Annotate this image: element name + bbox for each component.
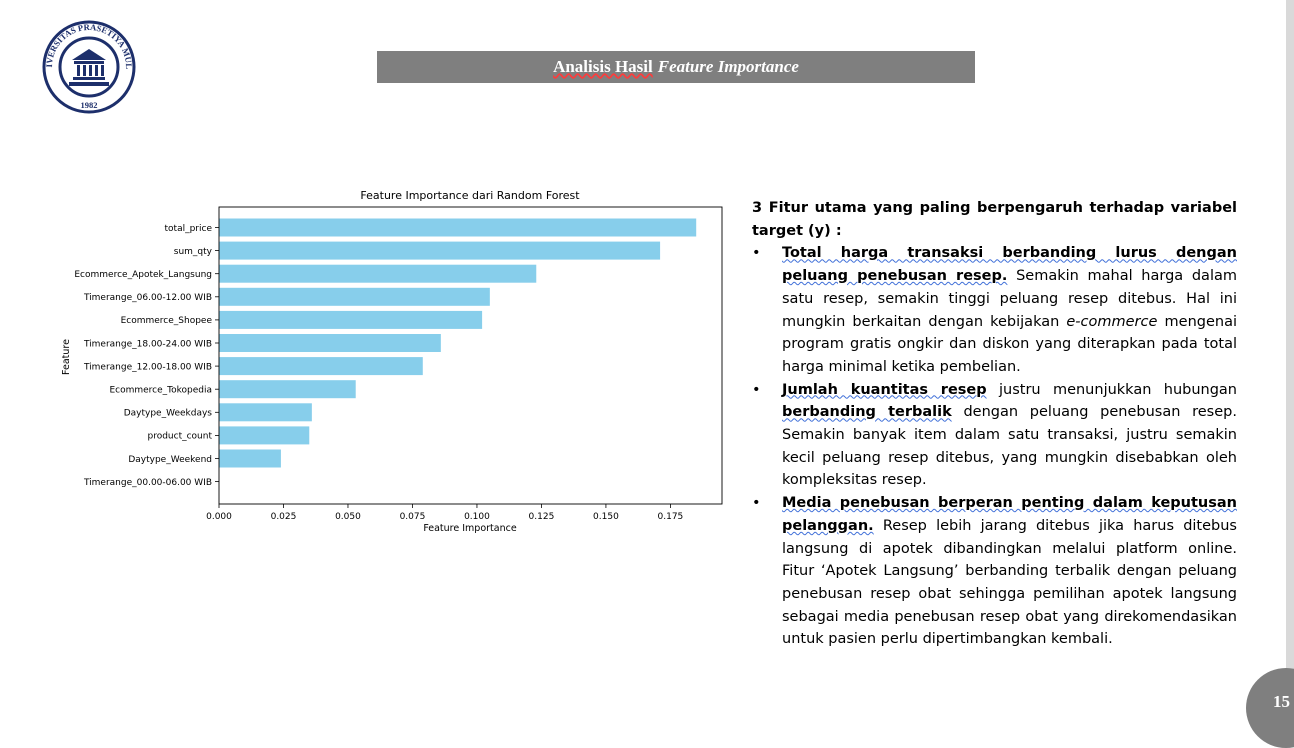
explanation-panel: 3 Fitur utama yang paling berpengaruh te…: [752, 197, 1237, 651]
finding-2-text-end: dengan peluang penebusan resep. Semakin …: [782, 404, 1237, 489]
finding-item-media: Media penebusan berperan penting dalam k…: [752, 492, 1237, 651]
slide-title: Analisis Hasil Feature Importance: [377, 51, 975, 83]
x-tick-label: 0.050: [335, 512, 361, 522]
y-tick-label: Timerange_06.00-12.00 WIB: [83, 293, 212, 303]
university-logo: UNIVERSITAS PRASETIYA MULYA 1982: [38, 20, 136, 114]
y-tick-label: Ecommerce_Tokopedia: [109, 386, 212, 396]
findings-list: Total harga transaksi berbanding lurus d…: [752, 242, 1237, 651]
slide-title-italic: Feature Importance: [657, 57, 799, 76]
finding-1-text: Semakin mahal harga dalam satu resep, se…: [782, 268, 1237, 330]
bar-timerange-06-00-12-00-wib: [219, 287, 490, 306]
bar-ecommerce-shopee: [219, 310, 483, 329]
finding-3-bold: Media penebusan berperan penting dalam k…: [782, 495, 1237, 534]
y-tick-label: sum_qty: [174, 247, 213, 257]
bar-ecommerce-tokopedia: [219, 380, 356, 399]
bar-timerange-12-00-18-00-wib: [219, 357, 423, 376]
y-tick-label: Daytype_Weekend: [128, 455, 212, 465]
y-tick-label: Timerange_18.00-24.00 WIB: [83, 339, 212, 349]
bar-daytype-weekdays: [219, 403, 312, 422]
chart-title: Feature Importance dari Random Forest: [360, 189, 580, 202]
x-axis-label: Feature Importance: [423, 523, 517, 534]
y-tick-label: Timerange_00.00-06.00 WIB: [83, 478, 212, 488]
bar-ecommerce-apotek-langsung: [219, 264, 537, 283]
finding-1-bold: Total harga transaksi berbanding lurus d…: [782, 245, 1237, 285]
x-tick-label: 0.175: [658, 512, 684, 522]
y-tick-label: Daytype_Weekdays: [124, 409, 213, 419]
finding-item-quantity: Jumlah kuantitas resep justru menunjukka…: [752, 379, 1237, 493]
right-edge-bar: [1286, 0, 1294, 726]
bar-daytype-weekend: [219, 449, 281, 468]
page-number: 15: [1273, 692, 1290, 711]
x-tick-label: 0.000: [206, 512, 232, 522]
x-tick-label: 0.150: [593, 512, 619, 522]
finding-1-italic: e-commerce: [1066, 313, 1158, 330]
y-tick-label: Timerange_12.00-18.00 WIB: [83, 362, 212, 372]
finding-3-text: Resep lebih jarang ditebus jika harus di…: [782, 517, 1237, 648]
bar-timerange-18-00-24-00-wib: [219, 334, 441, 352]
plot-frame: [218, 206, 723, 505]
bar-sum-qty: [219, 241, 661, 260]
intro-text: 3 Fitur utama yang paling berpengaruh te…: [752, 200, 1237, 239]
y-tick-label: total_price: [165, 224, 213, 234]
finding-1-text-end: mengenai program gratis ongkir dan disko…: [782, 313, 1237, 375]
y-tick-label: Ecommerce_Apotek_Langsung: [74, 270, 212, 280]
y-tick-label: Ecommerce_Shopee: [121, 316, 213, 326]
feature-importance-chart: Feature Importance dari Random Forest to…: [61, 189, 723, 534]
finding-2-bold: Jumlah kuantitas resep: [782, 381, 987, 398]
page-number-badge: 15: [1246, 668, 1294, 748]
logo-year: 1982: [81, 100, 98, 110]
bar-product-count: [219, 426, 310, 445]
y-axis-label: Feature: [61, 339, 72, 375]
finding-item-total-price: Total harga transaksi berbanding lurus d…: [752, 242, 1237, 378]
y-tick-label: product_count: [147, 432, 212, 442]
x-tick-label: 0.075: [400, 512, 426, 522]
slide-title-plain: Analisis Hasil: [553, 57, 653, 76]
x-tick-label: 0.100: [464, 512, 490, 522]
finding-2-bold-2: berbanding terbalik: [782, 404, 952, 421]
finding-2-text: justru menunjukkan hubungan: [986, 381, 1237, 398]
x-tick-label: 0.025: [271, 512, 297, 522]
bar-total-price: [219, 218, 697, 237]
x-tick-label: 0.125: [529, 512, 555, 522]
